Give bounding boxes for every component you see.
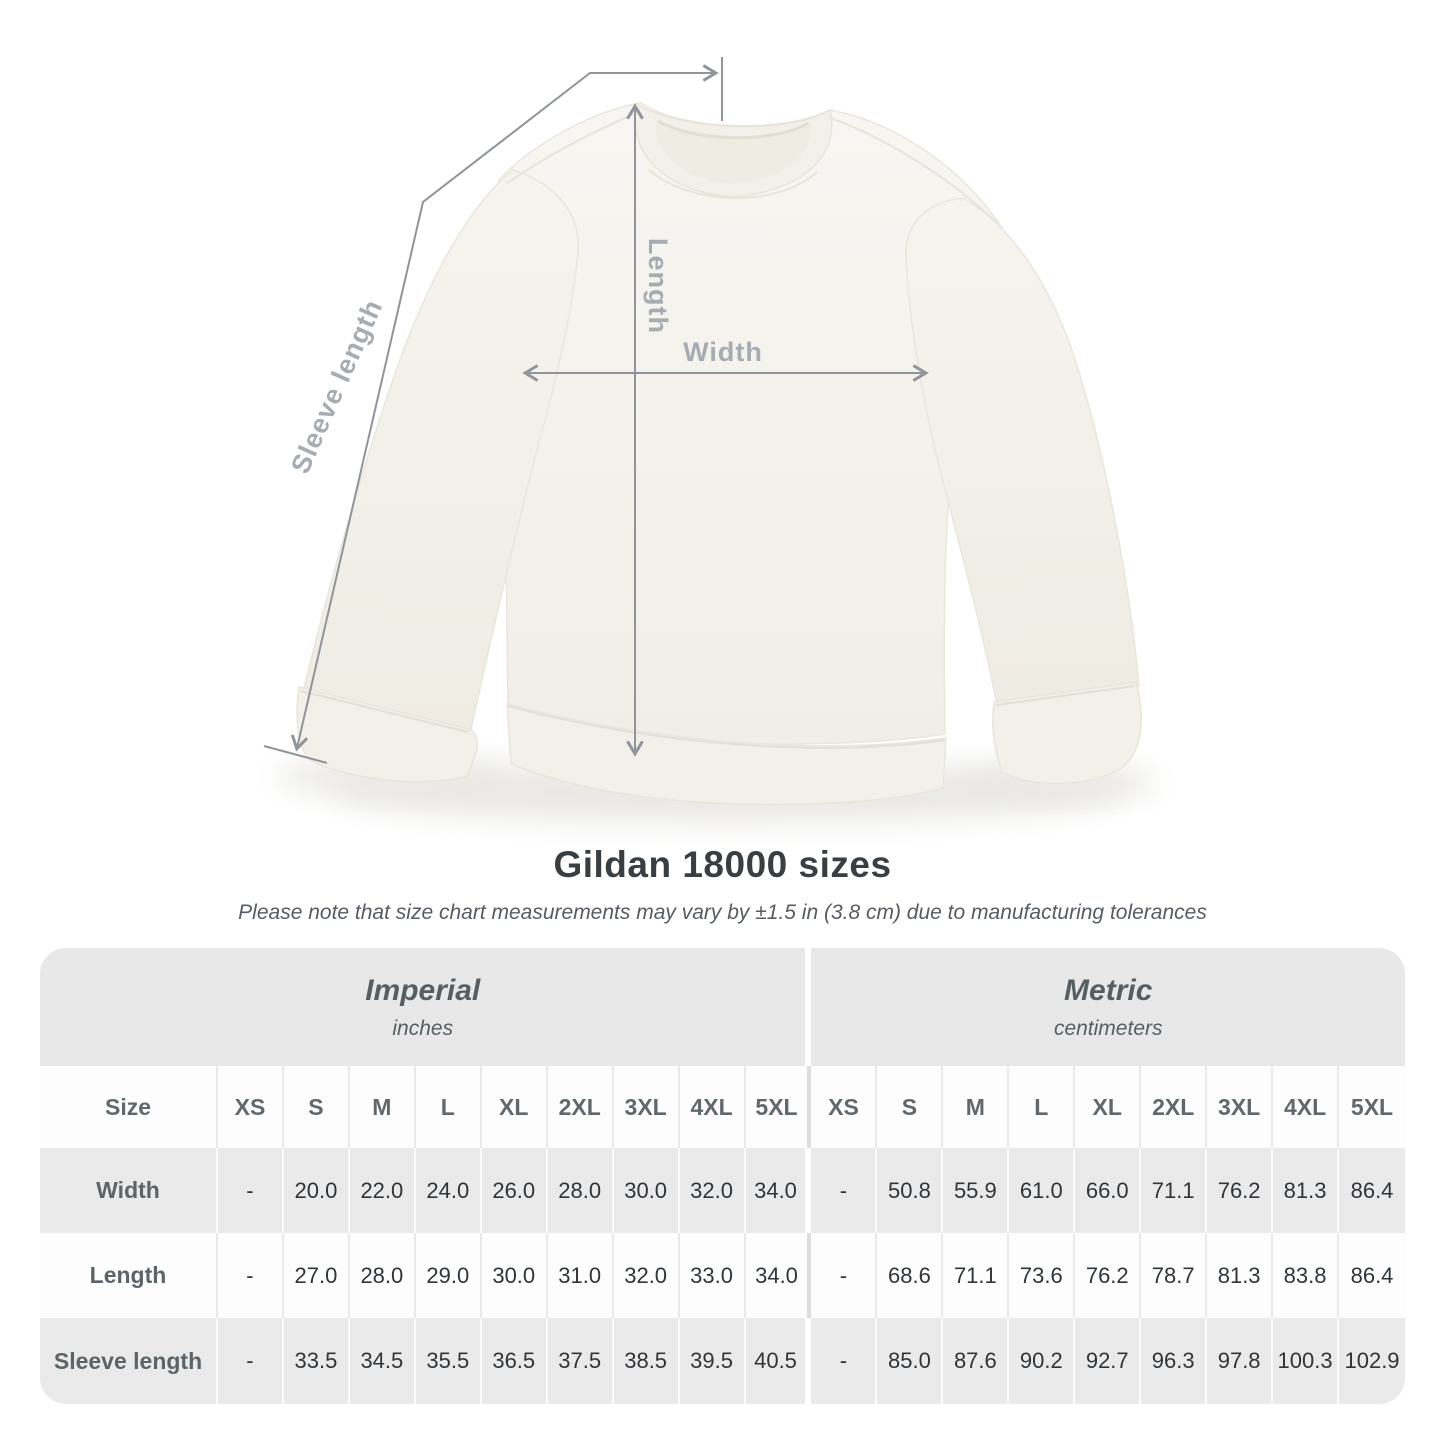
size-header-xs: XS	[811, 1066, 878, 1148]
table-value: 83.8	[1273, 1233, 1340, 1318]
table-value: 30.0	[613, 1148, 680, 1233]
table-value: 81.3	[1207, 1233, 1274, 1318]
table-value: 36.5	[481, 1318, 548, 1404]
table-value: 92.7	[1075, 1318, 1142, 1404]
table-value: 33.5	[283, 1318, 350, 1404]
row-label-length: Length	[40, 1233, 218, 1318]
table-value: 26.0	[481, 1148, 548, 1233]
table-value: 33.0	[679, 1233, 746, 1318]
table-value: 32.0	[679, 1148, 746, 1233]
section-unit: centimeters	[1053, 1016, 1163, 1040]
size-header-2xl: 2XL	[547, 1066, 614, 1148]
table-value: 39.5	[679, 1318, 746, 1404]
table-value: 20.0	[283, 1148, 350, 1233]
table-value: 61.0	[1009, 1148, 1076, 1233]
table-value: 34.0	[745, 1148, 812, 1233]
table-value: 22.0	[349, 1148, 416, 1233]
table-value: 24.0	[415, 1148, 482, 1233]
size-header-2xl: 2XL	[1141, 1066, 1208, 1148]
table-value: 81.3	[1273, 1148, 1340, 1233]
sweatshirt-right-cuff	[992, 681, 1142, 785]
sleeve-length-dimension-line	[290, 64, 719, 752]
tolerance-note: Please note that size chart measurements…	[238, 901, 1207, 924]
table-value: 71.1	[1141, 1148, 1208, 1233]
dimension-tick-cuff	[263, 745, 328, 764]
table-value: -	[811, 1233, 878, 1318]
table-value: 50.8	[877, 1148, 944, 1233]
table-value: 55.9	[943, 1148, 1010, 1233]
sweatshirt-body	[498, 102, 1003, 745]
section-unit: inches	[392, 1016, 454, 1040]
size-header-l: L	[1009, 1066, 1076, 1148]
size-header-5xl: 5XL	[1339, 1066, 1405, 1148]
table-value: 27.0	[283, 1233, 350, 1318]
size-header-xl: XL	[481, 1066, 548, 1148]
table-value: 78.7	[1141, 1233, 1208, 1318]
size-header-3xl: 3XL	[1207, 1066, 1274, 1148]
size-header-4xl: 4XL	[1273, 1066, 1340, 1148]
table-value: 100.3	[1273, 1318, 1340, 1404]
right-shoulder-seam	[823, 115, 999, 225]
table-value: 34.5	[349, 1318, 416, 1404]
row-label-sleeve-length: Sleeve length	[40, 1318, 218, 1404]
size-header-s: S	[283, 1066, 350, 1148]
table-value: 90.2	[1009, 1318, 1076, 1404]
table-value: 97.8	[1207, 1318, 1274, 1404]
size-header-m: M	[349, 1066, 416, 1148]
table-value: 29.0	[415, 1233, 482, 1318]
section-name: Metric	[1064, 973, 1153, 1007]
table-value: 66.0	[1075, 1148, 1142, 1233]
table-value: 31.0	[547, 1233, 614, 1318]
table-value: 38.5	[613, 1318, 680, 1404]
table-value: 71.1	[943, 1233, 1010, 1318]
page-title: Gildan 18000 sizes	[553, 844, 892, 885]
table-value: 34.0	[745, 1233, 812, 1318]
table-value: 37.5	[547, 1318, 614, 1404]
table-value: 86.4	[1339, 1148, 1405, 1233]
size-header-xs: XS	[218, 1066, 284, 1148]
section-name: Imperial	[365, 973, 481, 1007]
table-value: 73.6	[1009, 1233, 1076, 1318]
table-value: 32.0	[613, 1233, 680, 1318]
size-corner-header: Size	[40, 1066, 218, 1148]
section-header-imperial: Imperial inches	[40, 948, 812, 1066]
table-value: 28.0	[349, 1233, 416, 1318]
size-header-l: L	[415, 1066, 482, 1148]
size-header-xl: XL	[1075, 1066, 1142, 1148]
sweatshirt-diagram: Width Length Sleeve length	[263, 57, 1158, 822]
table-value: 28.0	[547, 1148, 614, 1233]
table-value: 102.9	[1339, 1318, 1405, 1404]
table-value: 40.5	[745, 1318, 812, 1404]
width-label: Width	[683, 337, 763, 367]
size-header-3xl: 3XL	[613, 1066, 680, 1148]
table-value: 76.2	[1207, 1148, 1274, 1233]
table-value: 76.2	[1075, 1233, 1142, 1318]
right-cuff-seam	[995, 685, 1136, 706]
length-label: Length	[643, 238, 673, 334]
table-value: 35.5	[415, 1318, 482, 1404]
row-label-width: Width	[40, 1148, 218, 1233]
size-header-m: M	[943, 1066, 1010, 1148]
table-value: 68.6	[877, 1233, 944, 1318]
table-value: 87.6	[943, 1318, 1010, 1404]
size-header-5xl: 5XL	[745, 1066, 812, 1148]
table-value: -	[218, 1233, 284, 1318]
table-value: -	[811, 1148, 878, 1233]
table-value: -	[218, 1318, 284, 1404]
table-value: -	[811, 1318, 878, 1404]
table-value: 85.0	[877, 1318, 944, 1404]
section-header-metric: Metric centimeters	[811, 948, 1405, 1066]
table-value: 30.0	[481, 1233, 548, 1318]
table-value: -	[218, 1148, 284, 1233]
size-header-4xl: 4XL	[679, 1066, 746, 1148]
table-value: 96.3	[1141, 1318, 1208, 1404]
size-header-s: S	[877, 1066, 944, 1148]
size-table: Imperial inches Metric centimeters Size XS S M L…	[40, 948, 1405, 1404]
table-value: 86.4	[1339, 1233, 1405, 1318]
